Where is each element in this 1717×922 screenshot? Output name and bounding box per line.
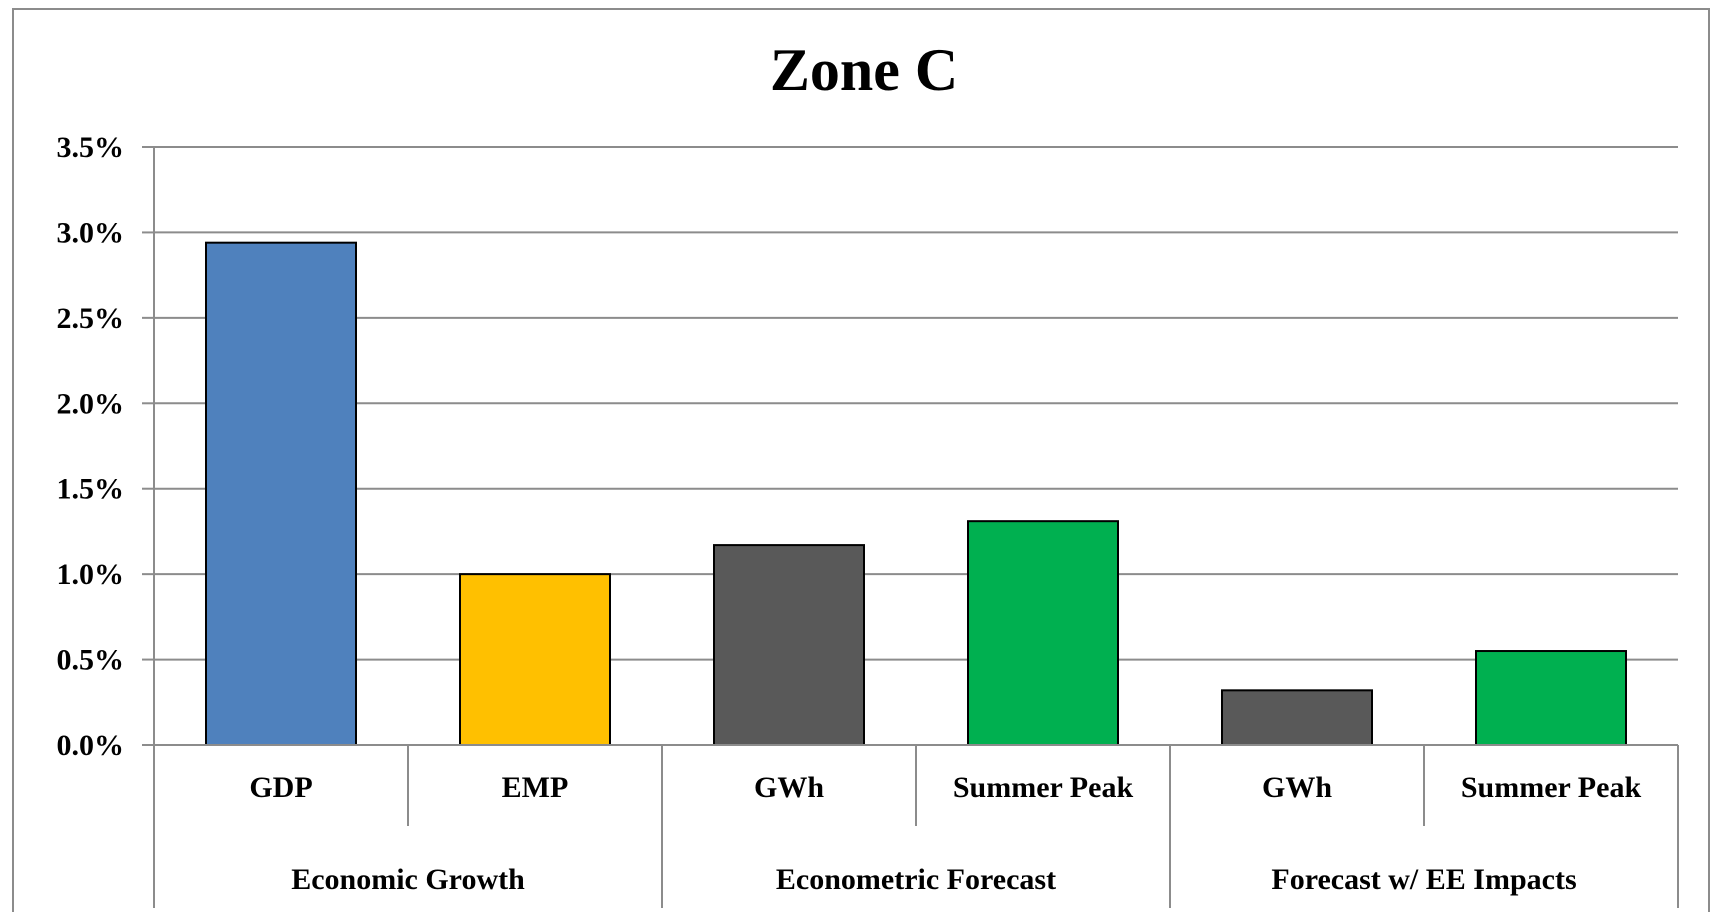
group-labels: Economic Growth Econometric Forecast Forec… <box>153 826 1679 908</box>
category-label: Summer Peak <box>1461 771 1642 804</box>
bar <box>1221 689 1373 747</box>
y-tick-label: 3.0% <box>57 216 125 249</box>
category-labels: GDP EMP GWh Summer Peak GWh Summer Peak <box>153 745 1679 826</box>
category-label: GWh <box>754 771 824 804</box>
y-tick-label: 1.0% <box>57 558 125 591</box>
y-axis-ticks: 0.0% 0.5% 1.0% 1.5% 2.0% 2.5% 3.0% 3.5% <box>57 131 154 762</box>
axes <box>153 147 1678 746</box>
chart-title: Zone C <box>770 37 958 103</box>
gridlines <box>154 146 1678 661</box>
bar <box>205 241 357 746</box>
group-label: Econometric Forecast <box>776 863 1056 896</box>
y-tick-label: 0.5% <box>57 644 125 677</box>
y-tick-label: 1.5% <box>57 473 125 506</box>
y-tick-label: 2.0% <box>57 387 125 420</box>
category-label: GWh <box>1262 771 1332 804</box>
bar <box>713 544 865 747</box>
y-tick-label: 0.0% <box>57 729 125 762</box>
y-tick-label: 3.5% <box>57 131 125 164</box>
bar <box>459 573 611 747</box>
category-label: Summer Peak <box>953 771 1134 804</box>
bar <box>967 520 1119 746</box>
category-label: EMP <box>502 771 569 804</box>
group-label: Economic Growth <box>291 863 525 896</box>
bars <box>205 241 1627 747</box>
y-tick-label: 2.5% <box>57 302 125 335</box>
category-label: GDP <box>249 771 312 804</box>
bar <box>1475 650 1627 746</box>
group-label: Forecast w/ EE Impacts <box>1271 863 1576 896</box>
